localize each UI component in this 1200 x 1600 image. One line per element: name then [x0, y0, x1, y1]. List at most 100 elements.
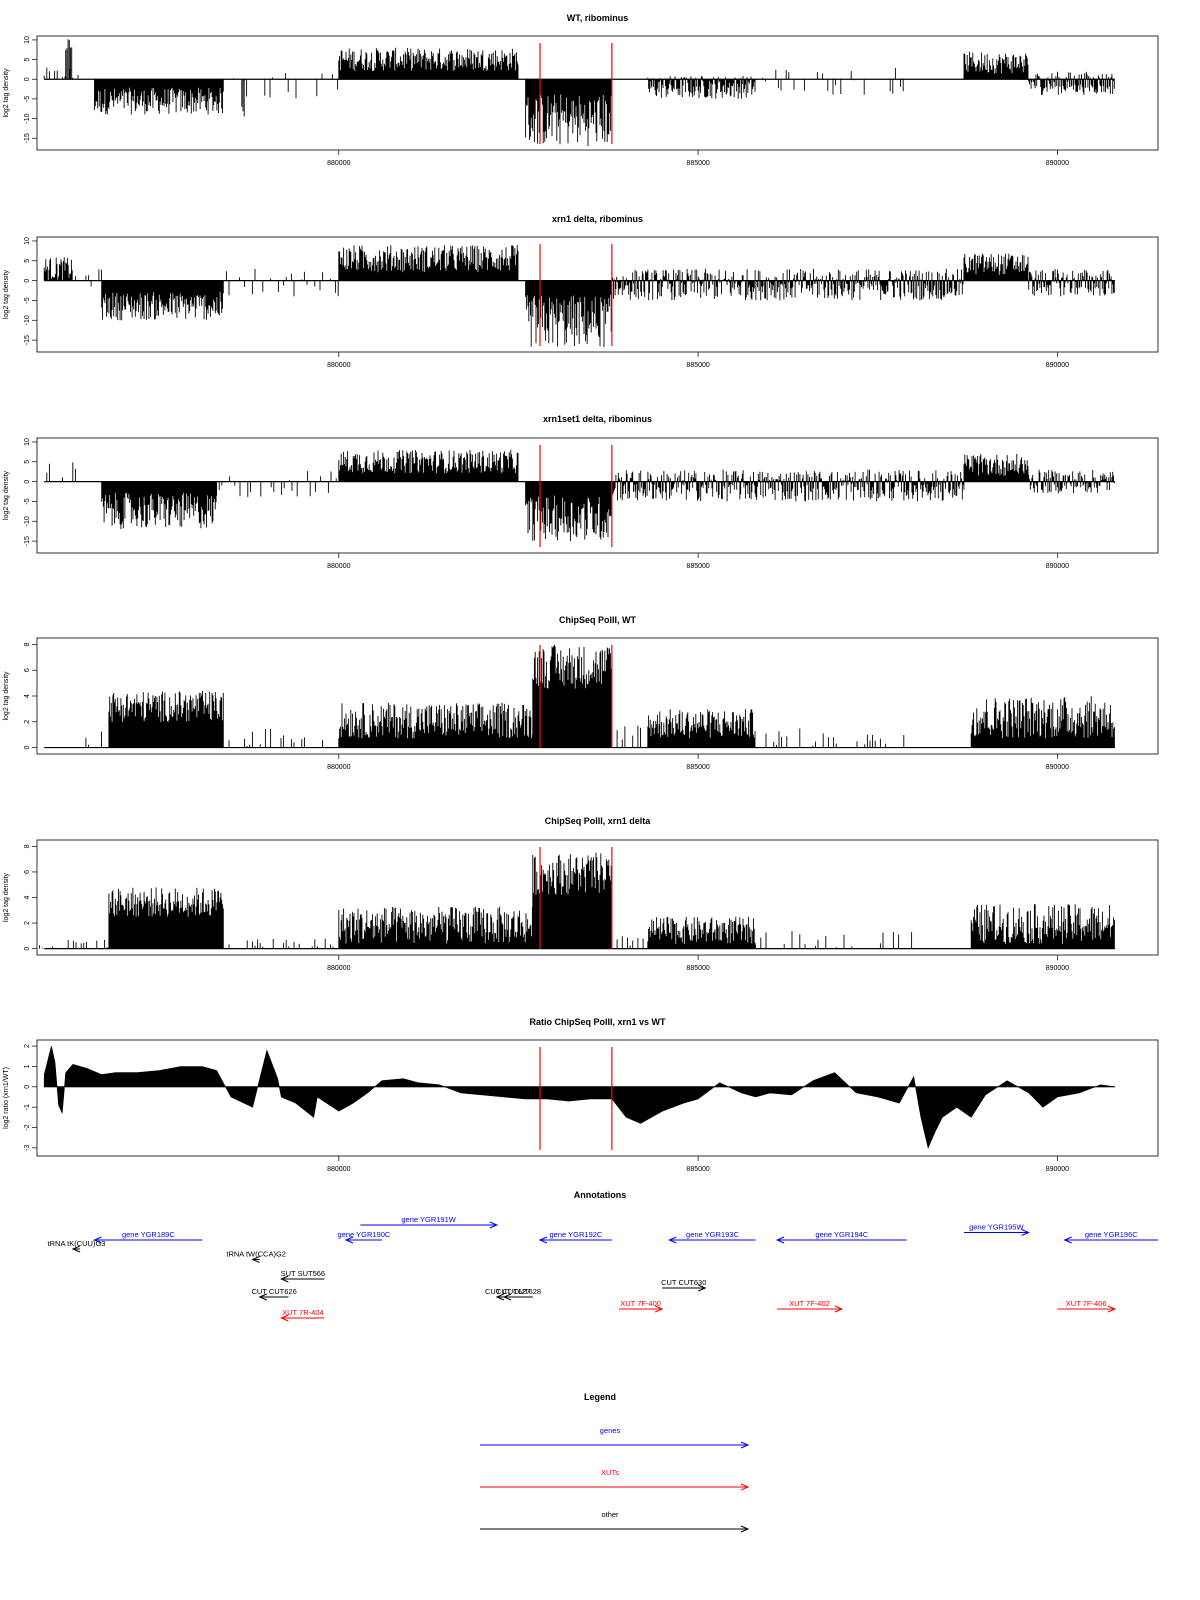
y-tick-label: 8	[24, 844, 31, 848]
chart-panel-6: Ratio ChipSeq PolII, xrn1 vs WT -3 -2 -1 0 1 2…	[3, 1017, 1159, 1173]
y-tick-label: 0	[24, 77, 31, 81]
chart-title: WT, ribominus	[567, 13, 629, 23]
feature-label: XUT 7F-406	[1066, 1299, 1107, 1308]
signal-bars	[85, 644, 1115, 748]
x-tick-label: 880000	[327, 1166, 350, 1173]
y-tick-label: 2	[24, 720, 31, 724]
y-tick-label: 5	[24, 460, 31, 464]
plot-frame	[36, 1039, 1159, 1157]
y-tick-label: 4	[24, 895, 31, 899]
plot-frame	[36, 437, 1159, 554]
feature-gene-ygr192c: gene YGR192C	[538, 1230, 612, 1244]
feature-cut-cut630: CUT CUT630	[661, 1278, 707, 1292]
y-tick-label: 0	[24, 1085, 31, 1089]
y-axis-label: log2 tag density	[3, 872, 10, 922]
y-tick-label: -15	[24, 536, 31, 546]
y-tick-label: 4	[24, 694, 31, 698]
y-axis-label: log2 ratio (xrn1/WT)	[3, 1067, 10, 1129]
arrow-head	[668, 1236, 677, 1244]
feature-gene-ygr193c: gene YGR193C	[668, 1230, 756, 1244]
feature-gene-ygr194c: gene YGR194C	[775, 1230, 907, 1244]
y-tick-label: -5	[24, 96, 31, 102]
feature-trna-tk-cuu-g3: tRNA tK(CUU)G3	[48, 1239, 106, 1253]
chart-title: xrn1set1 delta, ribominus	[543, 414, 652, 424]
chart-title: ChipSeq PolII, xrn1 delta	[545, 816, 652, 826]
x-tick-label: 885000	[686, 764, 709, 771]
y-tick-label: -5	[24, 297, 31, 303]
legend: Legend genes XUTs other	[480, 1392, 750, 1533]
legend-arrow-head	[740, 1483, 750, 1491]
feature-label: gene YGR189C	[122, 1230, 175, 1239]
arrow-head	[258, 1293, 267, 1301]
feature-label: SUT SUT566	[281, 1269, 325, 1278]
legend-title: Legend	[584, 1392, 616, 1402]
y-tick-label: 6	[24, 870, 31, 874]
feature-label: gene YGR193C	[686, 1230, 739, 1239]
feature-label: gene YGR191W	[401, 1215, 456, 1224]
y-tick-label: 10	[24, 237, 31, 245]
chart-panel-4: ChipSeq PolII, WT 0 2 4 6 8 log2 tag density 88…	[3, 615, 1159, 771]
y-tick-label: 0	[24, 279, 31, 283]
y-tick-label: 6	[24, 668, 31, 672]
feature-gene-ygr189c: gene YGR189C	[93, 1230, 203, 1244]
feature-cut-cut627: CUT CUT627	[485, 1287, 530, 1301]
arrow-head	[538, 1236, 548, 1244]
legend-item-genes: genes	[480, 1426, 750, 1449]
y-tick-label: 0	[24, 480, 31, 484]
y-tick-label: 1	[24, 1064, 31, 1068]
y-tick-label: 2	[24, 1044, 31, 1048]
feature-xut-7r-404: XUT 7R-404	[280, 1308, 325, 1322]
y-tick-label: -2	[24, 1124, 31, 1130]
arrow-head	[251, 1256, 260, 1263]
x-tick-label: 880000	[327, 965, 350, 972]
plot-frame	[36, 35, 1159, 151]
arrow-head	[1063, 1236, 1072, 1244]
feature-xut-7f-406: XUT 7F-406	[1057, 1299, 1117, 1313]
y-tick-label: -10	[24, 113, 31, 123]
y-tick-label: 8	[24, 642, 31, 646]
chart-title: Ratio ChipSeq PolII, xrn1 vs WT	[529, 1017, 666, 1027]
feature-xut-7f-402: XUT 7F-402	[777, 1299, 844, 1313]
arrow-head	[1021, 1229, 1030, 1236]
x-tick-label: 885000	[686, 160, 709, 167]
arrow-head	[495, 1293, 505, 1301]
feature-sut-sut566: SUT SUT566	[280, 1269, 325, 1283]
legend-item-other: other	[480, 1510, 750, 1533]
x-tick-label: 880000	[327, 160, 350, 167]
y-axis-label: log2 tag density	[3, 68, 10, 118]
arrow-head	[834, 1305, 844, 1313]
x-tick-label: 890000	[1046, 1166, 1069, 1173]
x-tick-label: 880000	[327, 764, 350, 771]
plot-frame	[36, 236, 1159, 353]
feature-label: tRNA tK(CUU)G3	[48, 1239, 106, 1248]
y-tick-label: -15	[24, 335, 31, 345]
feature-label: gene YGR192C	[550, 1230, 603, 1239]
feature-label: XUT 7F-402	[789, 1299, 830, 1308]
arrow-head	[71, 1245, 81, 1253]
arrow-head	[1107, 1305, 1117, 1313]
feature-cut-cut626: CUT CUT626	[251, 1287, 297, 1301]
chart-panel-1: WT, ribominus -15 -10 -5 0 5 10 log2 tag densit…	[3, 13, 1159, 167]
y-tick-label: 5	[24, 259, 31, 263]
x-tick-label: 885000	[686, 563, 709, 570]
y-tick-label: -1	[24, 1104, 31, 1110]
y-tick-label: 10	[24, 438, 31, 446]
annotations-title: Annotations	[574, 1190, 627, 1200]
feature-label: CUT CUT627	[485, 1287, 530, 1296]
legend-item-label: XUTs	[601, 1468, 619, 1477]
legend-arrow-head	[740, 1441, 750, 1449]
y-tick-label: 0	[24, 746, 31, 750]
chart-title: ChipSeq PolII, WT	[559, 615, 636, 625]
y-tick-label: -10	[24, 315, 31, 325]
arrow-head	[280, 1314, 289, 1322]
feature-label: XUT 7F-400	[620, 1299, 661, 1308]
chart-panel-5: ChipSeq PolII, xrn1 delta 0 2 4 6 8 log2 tag d…	[3, 816, 1159, 972]
y-tick-label: 10	[24, 36, 31, 44]
signal-bars	[43, 39, 1115, 146]
feature-label: gene YGR196C	[1085, 1230, 1138, 1239]
feature-label: gene YGR195W	[969, 1223, 1024, 1232]
legend-item-label: other	[601, 1510, 619, 1519]
y-axis-label: log2 tag density	[3, 671, 10, 721]
feature-xut-7f-400: XUT 7F-400	[619, 1299, 664, 1313]
feature-label: gene YGR190C	[338, 1230, 391, 1239]
